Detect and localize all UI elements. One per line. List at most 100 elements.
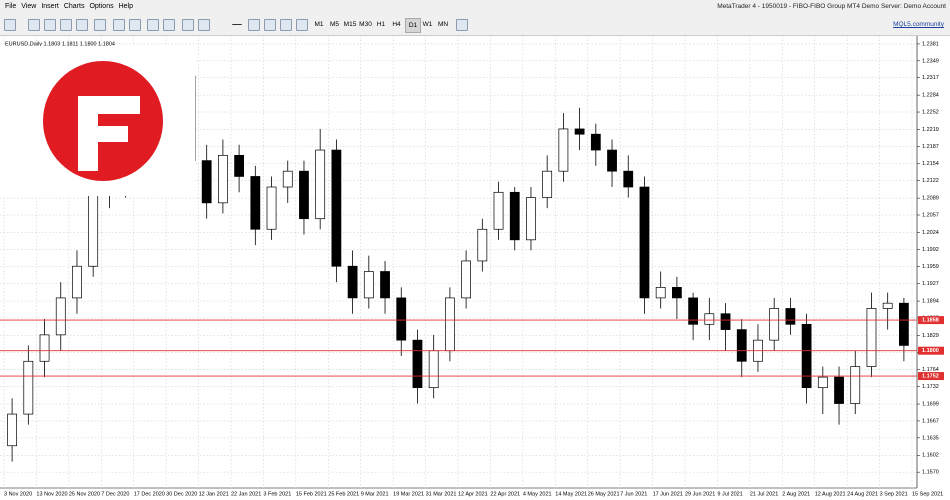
y-tick-label: 1.2219 [922,127,939,133]
candle-body [834,376,844,404]
candle-body [704,313,715,325]
candle-body [882,302,893,309]
menu-bar: File View Insert Charts Options Help MetaTrad… [0,0,950,15]
candle-body [558,128,569,172]
candle-body [817,376,828,389]
x-tick-label: 31 Mar 2021 [426,491,457,497]
tool-icon[interactable] [44,19,56,31]
price-level-label: 1.1800 [922,348,939,354]
timeframe-button[interactable]: H4 [392,21,401,28]
x-tick-label: 17 Dec 2020 [134,491,165,497]
candle-body [282,170,293,188]
tool-icon[interactable] [4,19,16,31]
tool-icon[interactable] [113,19,125,31]
y-tick-label: 1.1829 [922,333,939,339]
y-tick-label: 1.2349 [922,58,939,64]
timeframe-button[interactable]: M5 [329,21,340,28]
tool-icon[interactable] [280,19,292,31]
x-tick-label: 19 Mar 2021 [393,491,424,497]
hline-tool[interactable] [232,24,242,35]
candle-body [866,308,877,367]
candle-body [590,133,601,151]
y-tick-label: 1.2284 [922,93,939,99]
tool-icon[interactable] [296,19,308,31]
candle-body [218,154,228,204]
x-tick-label: 7 Jun 2021 [620,491,647,497]
menu-item[interactable]: Help [118,3,133,10]
candle-body [639,186,650,299]
timeframe-button[interactable]: MN [437,21,449,28]
timeframe-button[interactable]: D1 [405,18,421,33]
tool-icon[interactable] [248,19,260,31]
timeframe-button[interactable]: M30 [359,21,372,28]
toolbar: M1 M5 M15 M30 H1 H4 D1 W1 MN MQL5.community [0,15,950,36]
candle-body [299,170,309,220]
menu-item[interactable]: Charts [63,3,85,10]
y-tick-label: 1.2122 [922,178,939,184]
tool-icon[interactable] [163,19,175,31]
tool-icon[interactable] [456,19,468,31]
candle-body [607,149,617,172]
candle-body [23,360,34,415]
timeframe-button[interactable]: H1 [376,21,386,28]
community-link[interactable]: MQL5.community [893,21,944,28]
menu-item[interactable]: Insert [41,3,59,10]
x-tick-label: 12 Apr 2021 [458,491,488,497]
tool-icon[interactable] [264,19,276,31]
chart-header: EURUSD,Daily 1.1803 1.1811 1.1800 1.1804 [5,41,115,47]
menu-item[interactable]: Options [89,3,114,10]
menu-list: File View Insert Charts Options Help [0,3,133,10]
x-tick-label: 15 Sep 2021 [912,491,943,497]
timeframe-button[interactable]: M1 [314,21,324,28]
candle-body [623,170,634,188]
candle-body [7,413,17,447]
candle-body [769,308,780,341]
y-tick-label: 1.2024 [922,230,939,236]
timeframe-button[interactable]: W1 [422,21,433,28]
y-tick-label: 1.1732 [922,384,939,390]
candle-body [396,297,407,341]
x-tick-label: 22 Apr 2021 [490,491,520,497]
price-level-tag [918,372,944,381]
x-tick-label: 24 Aug 2021 [847,491,878,497]
tool-icon[interactable] [182,19,194,31]
tool-icon[interactable] [60,19,72,31]
x-tick-label: 15 Feb 2021 [296,491,327,497]
y-tick-label: 1.2057 [922,212,939,218]
chart: EURUSD,Daily 1.1803 1.1811 1.1800 1.1804… [0,36,950,500]
x-tick-label: 7 Dec 2020 [101,491,129,497]
x-tick-label: 21 Jul 2021 [750,491,778,497]
timeframe-button[interactable]: M15 [343,21,357,28]
tool-icon[interactable] [129,19,141,31]
x-tick-label: 13 Nov 2020 [36,491,67,497]
candle-body [509,191,520,241]
y-tick-label: 1.1635 [922,435,939,441]
candle-body [331,149,342,267]
candle-body [250,176,261,230]
tool-icon[interactable] [147,19,159,31]
x-tick-label: 29 Jun 2021 [685,491,715,497]
candle-body [688,297,698,325]
candle-body [347,265,358,299]
tool-icon[interactable] [28,19,40,31]
candle-body [39,334,50,362]
x-tick-label: 12 Aug 2021 [815,491,846,497]
x-tick-label: 22 Jan 2021 [231,491,261,497]
x-tick-label: 14 May 2021 [555,491,587,497]
candle-body [801,323,812,389]
y-tick-label: 1.2187 [922,144,939,150]
candle-body [526,197,536,241]
candle-body [542,170,553,198]
tool-icon[interactable] [198,19,210,31]
y-tick-label: 1.2154 [922,161,939,167]
y-tick-label: 1.2317 [922,75,939,81]
candle-body [445,297,455,352]
menu-item[interactable]: File [5,3,17,10]
menu-item[interactable]: View [21,3,37,10]
price-level-label: 1.1858 [922,318,939,324]
tool-icon[interactable] [76,19,88,31]
candle-body [201,160,212,204]
tool-icon[interactable] [94,19,106,31]
y-tick-label: 1.1764 [922,367,939,373]
